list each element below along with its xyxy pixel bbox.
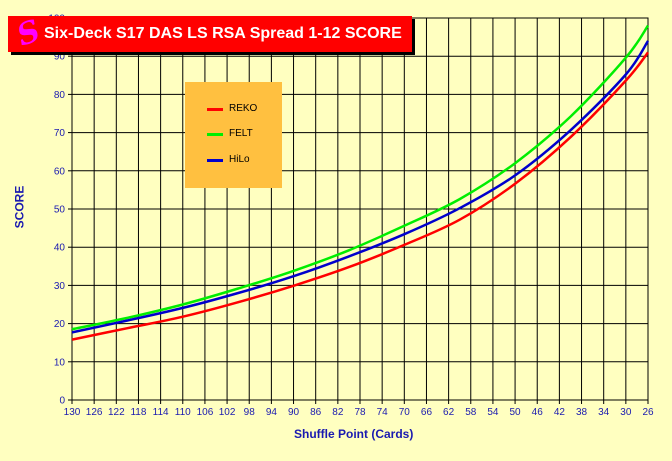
y-tick-label: 20: [54, 319, 66, 330]
legend-label-reko: REKO: [229, 103, 258, 114]
x-tick-label: 30: [620, 407, 632, 418]
x-tick-label: 94: [266, 407, 278, 418]
x-tick-label: 50: [510, 407, 522, 418]
legend-label-hilo: HiLo: [229, 154, 250, 165]
x-tick-label: 42: [554, 407, 566, 418]
legend-swatch-felt: [207, 133, 223, 136]
y-tick-label: 70: [54, 128, 66, 139]
chart-title-box: S Six-Deck S17 DAS LS RSA Spread 1-12 SC…: [8, 13, 412, 54]
x-tick-label: 70: [399, 407, 411, 418]
legend-swatch-reko: [207, 108, 223, 111]
y-tick-label: 40: [54, 243, 66, 254]
x-tick-label: 78: [354, 407, 366, 418]
x-tick-label: 58: [465, 407, 477, 418]
y-tick-label: 30: [54, 281, 66, 292]
series-line-felt: [71, 24, 650, 331]
x-tick-label: 62: [443, 407, 455, 418]
x-tick-label: 90: [288, 407, 300, 418]
x-tick-label: 86: [310, 407, 322, 418]
y-tick-label: 60: [54, 166, 66, 177]
series-group: [71, 24, 650, 341]
x-tick-label: 110: [175, 407, 191, 418]
logo-icon: S: [12, 13, 45, 54]
y-tick-label: 80: [54, 90, 66, 101]
x-axis-title: Shuffle Point (Cards): [294, 427, 414, 441]
x-tick-label: 98: [244, 407, 256, 418]
grid: [68, 17, 649, 404]
x-tick-label: 130: [64, 407, 81, 418]
x-tick-label: 38: [576, 407, 588, 418]
x-tick-label: 122: [108, 407, 125, 418]
chart-title: Six-Deck S17 DAS LS RSA Spread 1-12 SCOR…: [44, 25, 402, 42]
y-tick-label: 0: [59, 396, 65, 407]
x-tick-label: 114: [153, 407, 169, 418]
x-tick-label: 126: [86, 407, 103, 418]
y-axis-title: SCORE: [12, 185, 27, 229]
x-tick-label: 82: [332, 407, 344, 418]
series-line-reko: [71, 51, 649, 341]
legend-label-felt: FELT: [229, 128, 253, 139]
x-tick-label: 106: [197, 407, 214, 418]
x-tick-label: 54: [487, 407, 499, 418]
x-tick-label: 74: [377, 407, 389, 418]
series-line-hilo: [71, 40, 650, 334]
x-tick-label: 66: [421, 407, 433, 418]
x-tick-label: 118: [130, 407, 146, 418]
y-tick-label: 50: [54, 205, 66, 216]
tick-labels: 130 126 122 118 114 110 106 102 98 94 90 86 82 78 74 70…: [48, 14, 654, 419]
y-tick-label: 10: [54, 357, 66, 368]
y-tick-label: 90: [54, 52, 66, 63]
x-tick-label: 46: [532, 407, 544, 418]
x-tick-label: 102: [219, 407, 236, 418]
x-tick-label: 26: [642, 407, 654, 418]
legend-swatch-hilo: [207, 159, 223, 162]
legend: REKO FELT HiLo: [185, 82, 282, 188]
x-tick-label: 34: [598, 407, 610, 418]
